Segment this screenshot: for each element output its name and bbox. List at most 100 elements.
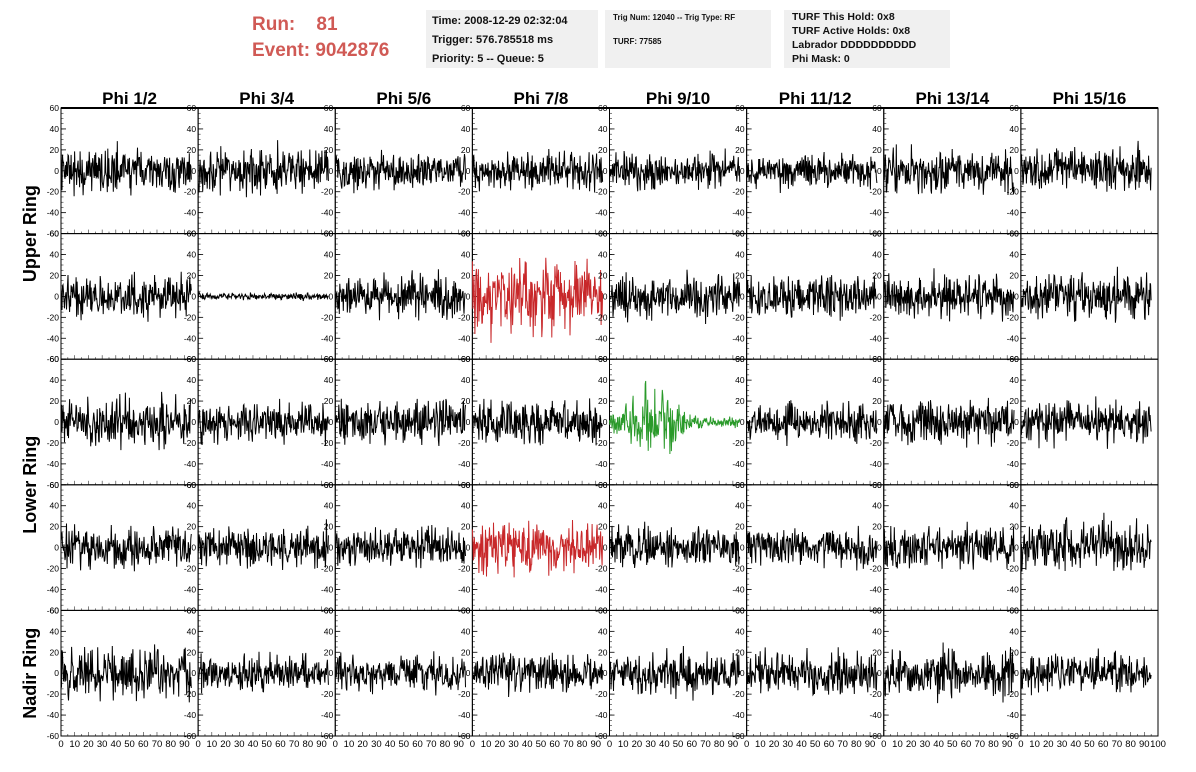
y-tick-label: -20 xyxy=(869,187,882,197)
y-tick-label: -40 xyxy=(595,208,608,218)
y-tick-label: 0 xyxy=(1014,166,1019,176)
y-tick-label: -40 xyxy=(869,584,882,594)
y-tick-label: 60 xyxy=(735,229,745,239)
ring-label: Upper Ring xyxy=(20,185,40,282)
y-tick-label: 0 xyxy=(329,543,334,553)
y-tick-label: -20 xyxy=(458,438,471,448)
waveform-trace xyxy=(883,521,1015,570)
x-tick-label: 30 xyxy=(645,739,656,750)
y-tick-label: 0 xyxy=(191,291,196,301)
waveform-trace xyxy=(883,397,1015,448)
waveform-trace xyxy=(609,521,741,569)
waveform-trace xyxy=(197,140,329,198)
y-tick-label: 40 xyxy=(324,250,334,260)
x-tick-label: 0 xyxy=(470,739,475,750)
y-tick-label: 40 xyxy=(461,375,471,385)
y-tick-label: 20 xyxy=(872,270,882,280)
y-tick-label: 0 xyxy=(54,166,59,176)
y-tick-label: 60 xyxy=(1009,354,1019,364)
x-tick-label: 50 xyxy=(261,739,272,750)
y-tick-label: 60 xyxy=(50,103,60,113)
y-tick-label: -60 xyxy=(47,605,60,615)
y-tick-label: -40 xyxy=(732,584,745,594)
y-tick-label: 20 xyxy=(872,396,882,406)
y-tick-label: 20 xyxy=(1009,522,1019,532)
y-tick-label: 20 xyxy=(324,145,334,155)
y-tick-label: 0 xyxy=(603,417,608,427)
ring-label: Nadir Ring xyxy=(20,628,40,719)
y-tick-label: 60 xyxy=(50,354,60,364)
y-tick-label: 60 xyxy=(187,354,197,364)
y-tick-label: 0 xyxy=(1014,668,1019,678)
y-tick-label: 20 xyxy=(50,270,60,280)
y-tick-label: -60 xyxy=(47,354,60,364)
x-tick-label: 0 xyxy=(607,739,612,750)
y-tick-label: -20 xyxy=(47,187,60,197)
y-tick-label: 0 xyxy=(1014,291,1019,301)
y-tick-label: -20 xyxy=(732,564,745,574)
x-tick-label: 60 xyxy=(1098,739,1109,750)
trig-num-text: Trig Num: 12040 -- Trig Type: RF xyxy=(613,13,736,22)
x-tick-label: 70 xyxy=(1112,739,1123,750)
y-tick-label: -40 xyxy=(321,208,334,218)
y-tick-label: 0 xyxy=(329,668,334,678)
y-tick-label: 60 xyxy=(735,480,745,490)
y-tick-label: 40 xyxy=(872,124,882,134)
y-tick-label: 60 xyxy=(461,354,471,364)
waveform-trace xyxy=(334,524,466,569)
x-tick-label: 80 xyxy=(1125,739,1136,750)
x-tick-label: 0 xyxy=(333,739,338,750)
y-tick-label: 0 xyxy=(54,668,59,678)
y-tick-label: 20 xyxy=(1009,396,1019,406)
x-tick-label: 90 xyxy=(728,739,739,750)
y-tick-label: 0 xyxy=(54,543,59,553)
x-tick-label: 60 xyxy=(275,739,286,750)
y-tick-label: 0 xyxy=(329,166,334,176)
y-tick-label: 60 xyxy=(1009,103,1019,113)
y-tick-label: -40 xyxy=(321,710,334,720)
x-tick-label: 70 xyxy=(426,739,437,750)
y-tick-label: 20 xyxy=(735,522,745,532)
waveform-trace xyxy=(883,642,1015,704)
x-tick-label: 30 xyxy=(371,739,382,750)
y-tick-label: -40 xyxy=(458,333,471,343)
y-tick-label: -40 xyxy=(869,710,882,720)
y-tick-label: -20 xyxy=(595,187,608,197)
y-tick-label: 40 xyxy=(461,124,471,134)
y-tick-label: -40 xyxy=(595,710,608,720)
x-tick-label: 20 xyxy=(1043,739,1054,750)
y-tick-label: 40 xyxy=(598,375,608,385)
y-tick-label: 60 xyxy=(187,103,197,113)
x-tick-label: 10 xyxy=(1029,739,1040,750)
y-tick-label: -40 xyxy=(184,459,197,469)
y-tick-label: 0 xyxy=(603,543,608,553)
y-tick-label: 20 xyxy=(598,396,608,406)
y-tick-label: 40 xyxy=(324,501,334,511)
turf-text: TURF: 77585 xyxy=(613,37,662,46)
y-tick-label: -20 xyxy=(321,187,334,197)
y-tick-label: 40 xyxy=(872,626,882,636)
y-tick-label: 20 xyxy=(735,647,745,657)
x-tick-label: 20 xyxy=(769,739,780,750)
y-tick-label: 40 xyxy=(50,375,60,385)
waveform-trace xyxy=(746,151,878,194)
y-tick-label: 60 xyxy=(872,354,882,364)
y-tick-label: -20 xyxy=(184,438,197,448)
x-tick-label: 40 xyxy=(522,739,533,750)
y-tick-label: 20 xyxy=(598,270,608,280)
y-tick-label: 20 xyxy=(598,522,608,532)
x-tick-label: 50 xyxy=(399,739,410,750)
y-tick-label: 0 xyxy=(466,291,471,301)
y-tick-label: 20 xyxy=(50,647,60,657)
x-tick-label: 80 xyxy=(303,739,314,750)
y-tick-label: 0 xyxy=(466,543,471,553)
y-tick-label: -20 xyxy=(458,187,471,197)
x-tick-label: 30 xyxy=(782,739,793,750)
x-tick-label: 10 xyxy=(344,739,355,750)
y-tick-label: 60 xyxy=(598,103,608,113)
x-tick-label: 20 xyxy=(357,739,368,750)
y-tick-label: 0 xyxy=(466,668,471,678)
y-tick-label: 40 xyxy=(324,626,334,636)
y-tick-label: -20 xyxy=(595,689,608,699)
y-tick-label: -20 xyxy=(732,438,745,448)
